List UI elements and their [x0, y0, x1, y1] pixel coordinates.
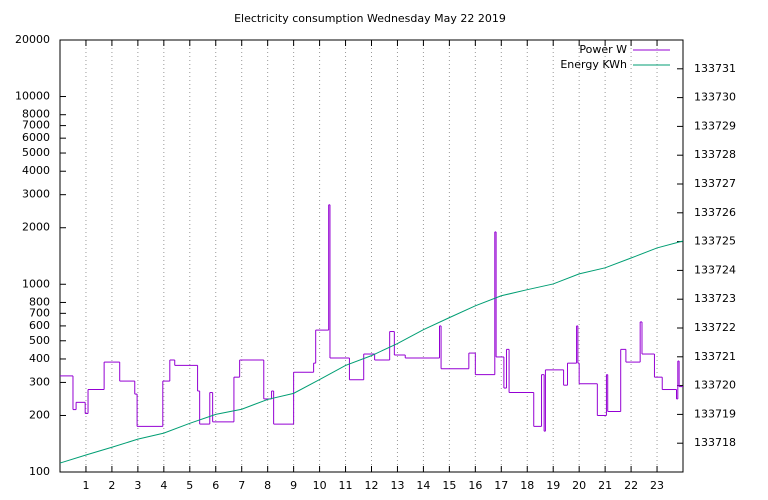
x-tick-label: 13: [390, 479, 404, 492]
legend-label: Energy KWh: [560, 58, 627, 71]
y-tick-label: 500: [29, 334, 50, 347]
x-tick-label: 3: [134, 479, 141, 492]
y-tick-label: 300: [29, 375, 50, 388]
y-tick-label: 7000: [22, 119, 50, 132]
y-tick-label: 3000: [22, 188, 50, 201]
x-tick-label: 18: [520, 479, 534, 492]
y2-tick-label: 133729: [694, 119, 736, 132]
y2-tick-label: 133728: [694, 148, 736, 161]
x-tick-label: 21: [598, 479, 612, 492]
y2-tick-label: 133724: [694, 263, 736, 276]
x-tick-label: 7: [238, 479, 245, 492]
y2-tick-label: 133731: [694, 62, 736, 75]
y-tick-label: 400: [29, 352, 50, 365]
x-tick-label: 14: [416, 479, 430, 492]
y-tick-label: 2000: [22, 221, 50, 234]
y2-tick-label: 133725: [694, 235, 736, 248]
x-tick-label: 12: [365, 479, 379, 492]
y2-tick-label: 133719: [694, 407, 736, 420]
y-tick-label: 6000: [22, 131, 50, 144]
y-tick-label: 1000: [22, 277, 50, 290]
x-tick-label: 5: [186, 479, 193, 492]
y-tick-label: 10000: [15, 90, 50, 103]
chart-title: Electricity consumption Wednesday May 22…: [234, 12, 506, 25]
energy-line: [59, 240, 684, 464]
legend-label: Power W: [579, 43, 627, 56]
x-tick-label: 1: [82, 479, 89, 492]
x-tick-label: 2: [108, 479, 115, 492]
x-tick-label: 11: [339, 479, 353, 492]
y-tick-label: 800: [29, 295, 50, 308]
y2-tick-label: 133726: [694, 206, 736, 219]
x-tick-label: 16: [468, 479, 482, 492]
y2-tick-label: 133720: [694, 379, 736, 392]
x-tick-label: 20: [572, 479, 586, 492]
x-tick-label: 17: [494, 479, 508, 492]
x-tick-label: 9: [290, 479, 297, 492]
y2-tick-label: 133721: [694, 350, 736, 363]
y-tick-label: 5000: [22, 146, 50, 159]
x-tick-label: 8: [264, 479, 271, 492]
x-tick-label: 22: [624, 479, 638, 492]
plot-frame: [59, 39, 684, 473]
x-tick-label: 15: [442, 479, 456, 492]
y2-tick-label: 133718: [694, 436, 736, 449]
x-tick-label: 19: [546, 479, 560, 492]
x-tick-label: 10: [313, 479, 327, 492]
y-tick-label: 8000: [22, 108, 50, 121]
y-tick-label: 200: [29, 408, 50, 421]
x-tick-label: 4: [160, 479, 167, 492]
y-tick-label: 700: [29, 306, 50, 319]
x-tick-label: 23: [650, 479, 664, 492]
x-tick-label: 6: [212, 479, 219, 492]
y-tick-label: 4000: [22, 164, 50, 177]
y-tick-label: 20000: [15, 33, 50, 46]
y2-tick-label: 133727: [694, 177, 736, 190]
y2-tick-label: 133722: [694, 321, 736, 334]
y2-tick-label: 133723: [694, 292, 736, 305]
y-tick-label: 100: [29, 465, 50, 478]
y2-tick-label: 133730: [694, 91, 736, 104]
y-tick-label: 600: [29, 319, 50, 332]
